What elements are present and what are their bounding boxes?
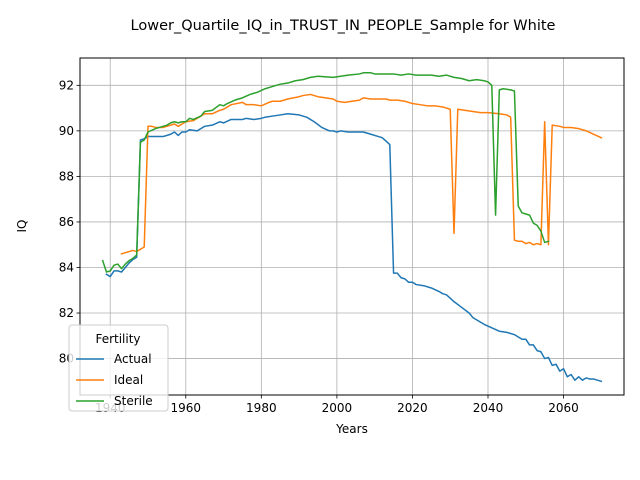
y-tick-label: 88 (59, 169, 74, 183)
legend-label-ideal: Ideal (114, 373, 143, 387)
x-tick-label: 2040 (473, 401, 504, 415)
series-line-sterile (101, 72, 550, 273)
y-tick-label: 90 (59, 124, 74, 138)
x-axis-label: Years (335, 422, 368, 436)
series-layer (101, 72, 603, 383)
x-tick-label: 2020 (397, 401, 428, 415)
chart-title: Lower_Quartile_IQ_in_TRUST_IN_PEOPLE_Sam… (131, 18, 556, 34)
x-tick-label: 1960 (171, 401, 202, 415)
x-tick-label: 2060 (548, 401, 579, 415)
legend-title: Fertility (95, 332, 140, 346)
series-line-actual (105, 113, 603, 383)
x-tick-label: 2000 (322, 401, 353, 415)
y-tick-label: 84 (59, 260, 74, 274)
y-axis-label: IQ (15, 220, 29, 233)
y-tick-label: 82 (59, 306, 74, 320)
y-tick-label: 86 (59, 215, 74, 229)
legend: Fertility Actual Ideal Sterile (68, 324, 169, 412)
legend-items: Actual Ideal Sterile (76, 352, 153, 408)
plot-frame (79, 57, 625, 396)
legend-label-actual: Actual (114, 352, 152, 366)
y-tick-label: 92 (59, 78, 74, 92)
legend-label-sterile: Sterile (114, 394, 153, 408)
legend-box (68, 324, 169, 412)
x-tick-label: 1980 (246, 401, 277, 415)
